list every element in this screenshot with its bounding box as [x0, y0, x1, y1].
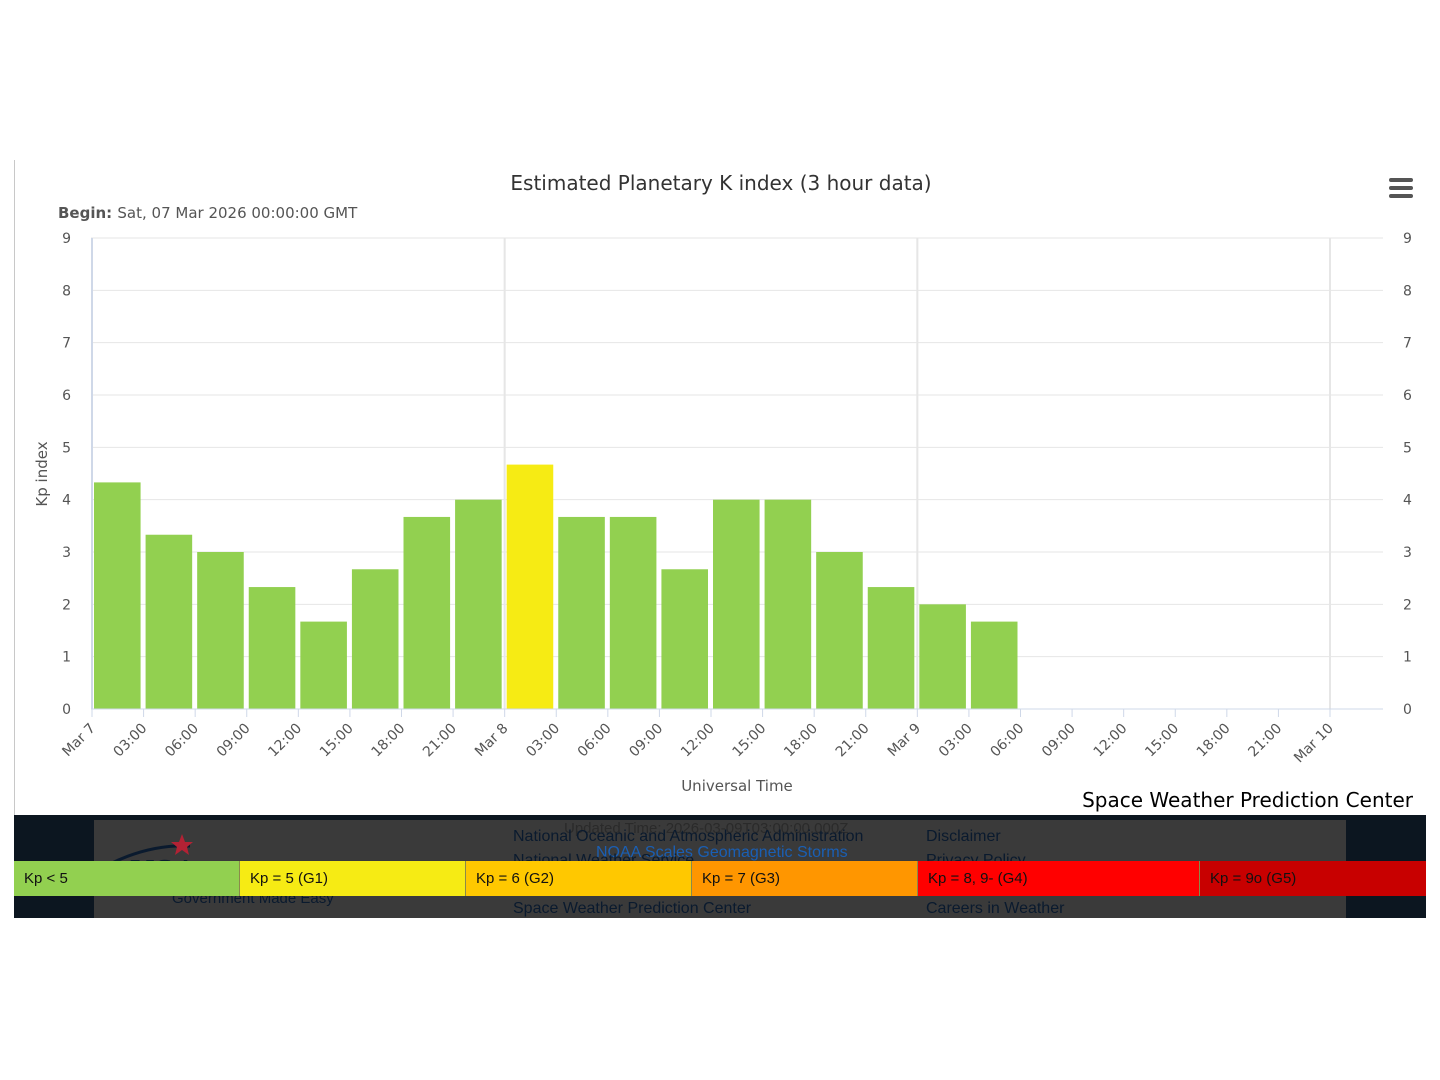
x-tick-label: 18:00: [1194, 721, 1234, 761]
chart-subtitle: Begin: Sat, 07 Mar 2026 00:00:00 GMT: [58, 204, 358, 222]
y-tick-label: 7: [62, 336, 71, 352]
y-tick-label: 8: [62, 283, 71, 299]
y-tick-label: 3: [62, 545, 71, 561]
y-tick-label-right: 5: [1403, 440, 1412, 456]
x-tick-label: 21:00: [420, 721, 460, 761]
footer-link-careers[interactable]: Careers in Weather: [926, 900, 1065, 917]
credit-label: Space Weather Prediction Center: [1082, 788, 1413, 812]
y-tick-label-right: 2: [1403, 597, 1412, 613]
x-tick-label: 18:00: [781, 721, 821, 761]
y-tick-label-right: 1: [1403, 650, 1412, 666]
x-tick-label: Mar 7: [59, 721, 98, 760]
legend-item-g3: Kp = 7 (G3): [692, 861, 918, 896]
kp-bar: [970, 621, 1018, 709]
menu-icon[interactable]: [1389, 178, 1413, 200]
x-tick-label: 18:00: [368, 721, 408, 761]
y-tick-label: 9: [62, 231, 71, 247]
kp-bar: [764, 499, 812, 709]
kp-bar: [351, 569, 399, 709]
x-tick-label: 12:00: [1091, 721, 1131, 761]
x-tick-label: 09:00: [214, 721, 254, 761]
footer-link-swpc[interactable]: Space Weather Prediction Center: [513, 900, 752, 917]
kp-bar: [558, 516, 605, 709]
legend-item-g1: Kp = 5 (G1): [240, 861, 466, 896]
y-tick-label-right: 7: [1403, 336, 1412, 352]
y-tick-label: 6: [62, 388, 71, 404]
kp-bar: [661, 569, 708, 709]
kp-bar: [609, 516, 657, 709]
y-tick-label-right: 6: [1403, 388, 1412, 404]
kp-bar: [94, 482, 141, 709]
x-tick-label: 09:00: [1039, 721, 1079, 761]
y-tick-label: 5: [62, 440, 71, 456]
kp-chart: 0 0 1 1 2 2 3 3 4 4 5 5 6 6 7 7 8 8 9 9 Mar 7 03:00 06:00 09:00…: [33, 171, 1412, 795]
x-tick-label: 03:00: [523, 721, 563, 761]
x-tick-label: 06:00: [987, 721, 1027, 761]
x-tick-label: Mar 10: [1291, 721, 1337, 767]
legend-item-g4: Kp = 8, 9- (G4): [918, 861, 1200, 896]
footer-link-noaa[interactable]: National Oceanic and Atmospheric Adminis…: [513, 828, 864, 845]
y-tick-label: 4: [62, 493, 71, 509]
kp-bar: [867, 587, 915, 709]
x-tick-label: 15:00: [730, 721, 770, 761]
x-tick-label: 21:00: [833, 721, 873, 761]
x-tick-label: 12:00: [265, 721, 305, 761]
x-tick-label: 03:00: [936, 721, 976, 761]
x-axis-label: Universal Time: [681, 777, 793, 795]
chart-title: Estimated Planetary K index (3 hour data…: [510, 171, 931, 195]
chart-panel: 0 0 1 1 2 2 3 3 4 4 5 5 6 6 7 7 8 8 9 9 Mar 7 03:00 06:00 09:00…: [14, 160, 1427, 815]
x-tick-label: 12:00: [678, 721, 718, 761]
y-tick-label: 1: [62, 650, 71, 666]
x-tick-label: 15:00: [317, 721, 357, 761]
y-axis-label: Kp index: [33, 441, 51, 506]
kp-bar: [145, 534, 193, 709]
x-tick-label: Mar 9: [885, 721, 924, 760]
x-tick-label: 06:00: [162, 721, 202, 761]
legend-item-g2: Kp = 6 (G2): [466, 861, 692, 896]
kp-bar: [300, 621, 347, 709]
updated-time: Updated Time: 2026-03-09T03:00:00.000Z: [564, 820, 849, 837]
x-tick-label: 09:00: [626, 721, 666, 761]
kp-bar: [919, 604, 966, 709]
x-tick-label: 03:00: [111, 721, 151, 761]
x-tick-label: Mar 8: [472, 721, 511, 760]
x-tick-label: 06:00: [575, 721, 615, 761]
y-tick-label: 2: [62, 597, 71, 613]
kp-bar: [506, 464, 554, 709]
x-tick-label: 15:00: [1142, 721, 1182, 761]
y-tick-label-right: 0: [1403, 702, 1412, 718]
y-tick-label-right: 4: [1403, 493, 1412, 509]
legend-item-kp-below-5: Kp < 5: [14, 861, 240, 896]
noaa-scales-link[interactable]: NOAA Scales Geomagnetic Storms: [596, 844, 848, 861]
kp-bar: [816, 552, 863, 709]
x-tick-label: 21:00: [1245, 721, 1285, 761]
y-tick-label-right: 8: [1403, 283, 1412, 299]
kp-legend: Kp < 5 Kp = 5 (G1) Kp = 6 (G2) Kp = 7 (G…: [14, 861, 1426, 896]
kp-bar: [248, 587, 296, 709]
kp-bar: [713, 499, 760, 709]
footer-link-disclaimer[interactable]: Disclaimer: [926, 828, 1001, 845]
kp-bar: [403, 516, 451, 709]
y-tick-label: 0: [62, 702, 71, 718]
kp-bar: [455, 499, 502, 709]
y-tick-label-right: 3: [1403, 545, 1412, 561]
kp-bar: [197, 552, 244, 709]
y-tick-label-right: 9: [1403, 231, 1412, 247]
legend-item-g5: Kp = 9o (G5): [1200, 861, 1426, 896]
